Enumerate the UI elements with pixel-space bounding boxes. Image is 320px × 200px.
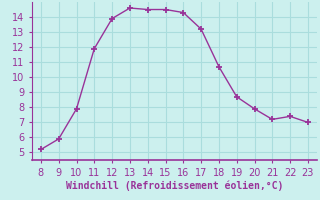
X-axis label: Windchill (Refroidissement éolien,°C): Windchill (Refroidissement éolien,°C): [66, 180, 283, 191]
